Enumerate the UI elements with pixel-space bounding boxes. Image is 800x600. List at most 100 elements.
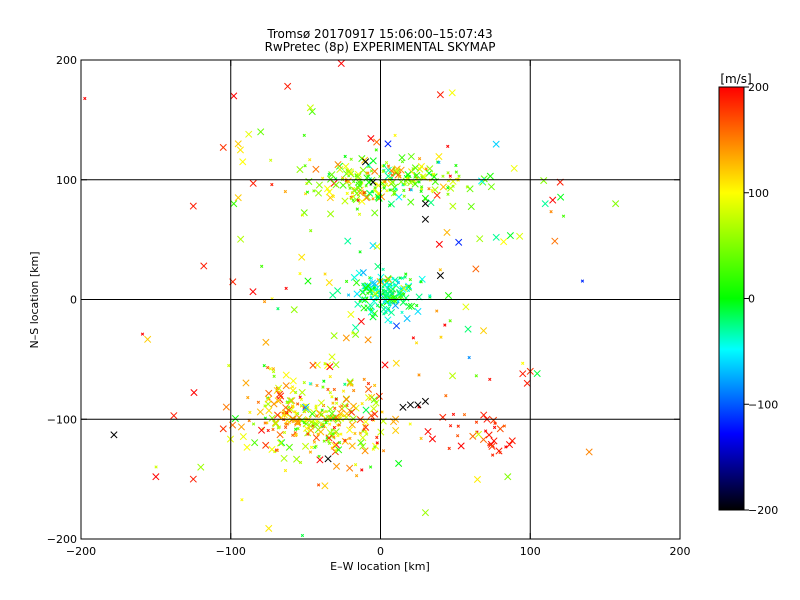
data-point xyxy=(419,280,423,284)
data-point xyxy=(344,177,352,185)
data-point xyxy=(246,395,250,400)
data-point xyxy=(237,423,245,431)
data-point xyxy=(302,133,306,138)
data-point xyxy=(170,412,178,420)
data-point xyxy=(406,401,415,409)
data-point xyxy=(355,207,359,211)
data-point xyxy=(348,442,356,450)
data-point xyxy=(437,160,441,165)
data-point xyxy=(516,232,524,240)
data-point xyxy=(257,128,265,136)
data-point xyxy=(328,353,336,361)
data-point xyxy=(391,276,399,284)
data-point xyxy=(451,184,455,188)
data-point xyxy=(414,341,419,345)
data-point xyxy=(262,441,270,449)
data-point xyxy=(197,463,205,471)
data-point xyxy=(409,188,413,192)
data-point xyxy=(465,185,470,189)
data-point xyxy=(490,437,498,445)
data-point xyxy=(377,193,386,201)
data-point xyxy=(392,359,400,367)
data-point xyxy=(347,183,351,187)
data-point xyxy=(347,310,355,318)
data-point xyxy=(262,299,267,304)
data-point xyxy=(487,183,495,191)
data-point xyxy=(357,439,365,447)
data-point xyxy=(417,180,421,184)
data-point xyxy=(256,408,264,416)
data-point xyxy=(284,422,288,426)
data-point xyxy=(263,404,267,408)
data-point xyxy=(300,533,305,538)
data-point xyxy=(303,410,307,414)
data-point xyxy=(391,301,400,310)
data-point xyxy=(272,420,280,428)
data-point xyxy=(249,288,257,296)
data-point xyxy=(339,432,343,436)
data-point xyxy=(388,203,392,207)
data-point xyxy=(407,179,415,187)
data-point xyxy=(435,309,439,313)
data-point xyxy=(247,419,251,423)
data-point xyxy=(541,200,549,208)
data-point xyxy=(358,197,366,205)
data-point xyxy=(415,303,419,308)
grid-lines xyxy=(81,60,680,539)
data-point xyxy=(394,187,398,191)
data-point xyxy=(270,400,278,408)
data-point xyxy=(446,144,450,149)
data-point xyxy=(346,293,351,297)
data-point xyxy=(344,237,352,245)
data-point xyxy=(375,441,379,445)
data-point xyxy=(289,377,297,385)
data-point xyxy=(426,165,434,173)
data-point xyxy=(411,180,419,188)
data-point xyxy=(263,421,267,425)
data-point xyxy=(495,447,503,455)
data-point xyxy=(390,173,394,177)
data-point xyxy=(336,433,340,438)
data-point xyxy=(307,426,315,434)
data-point xyxy=(275,384,283,392)
data-point xyxy=(491,453,495,457)
data-point xyxy=(293,455,301,463)
data-point xyxy=(230,92,238,100)
data-point xyxy=(340,404,344,408)
data-point xyxy=(152,473,160,481)
data-point xyxy=(283,425,288,430)
data-point xyxy=(295,402,300,406)
data-point xyxy=(408,277,412,282)
data-point xyxy=(372,383,377,388)
data-point xyxy=(342,162,350,170)
data-point xyxy=(464,325,472,333)
data-point xyxy=(549,210,553,214)
data-point xyxy=(339,181,347,189)
data-point xyxy=(308,158,312,162)
data-point xyxy=(326,405,334,413)
data-point xyxy=(383,290,388,294)
data-point xyxy=(364,430,368,434)
data-point xyxy=(359,442,367,450)
chart-title: Tromsø 20170917 15:06:00–15:07:43 xyxy=(266,27,492,41)
data-point xyxy=(345,191,349,196)
data-point xyxy=(455,238,463,246)
data-point xyxy=(334,161,342,169)
data-point xyxy=(298,253,306,261)
data-point xyxy=(448,89,456,97)
data-point xyxy=(405,302,413,310)
data-point xyxy=(352,330,360,338)
data-point xyxy=(251,422,256,426)
data-point xyxy=(327,441,332,445)
data-point xyxy=(334,401,339,405)
data-point xyxy=(444,394,448,398)
data-point xyxy=(400,276,405,280)
data-point xyxy=(489,416,498,424)
data-point xyxy=(389,178,397,187)
data-point xyxy=(402,194,406,198)
data-point xyxy=(435,240,443,248)
data-point xyxy=(402,294,410,302)
colorbar-tick-label: 100 xyxy=(748,187,769,200)
data-point xyxy=(364,282,372,290)
data-point xyxy=(540,177,548,185)
